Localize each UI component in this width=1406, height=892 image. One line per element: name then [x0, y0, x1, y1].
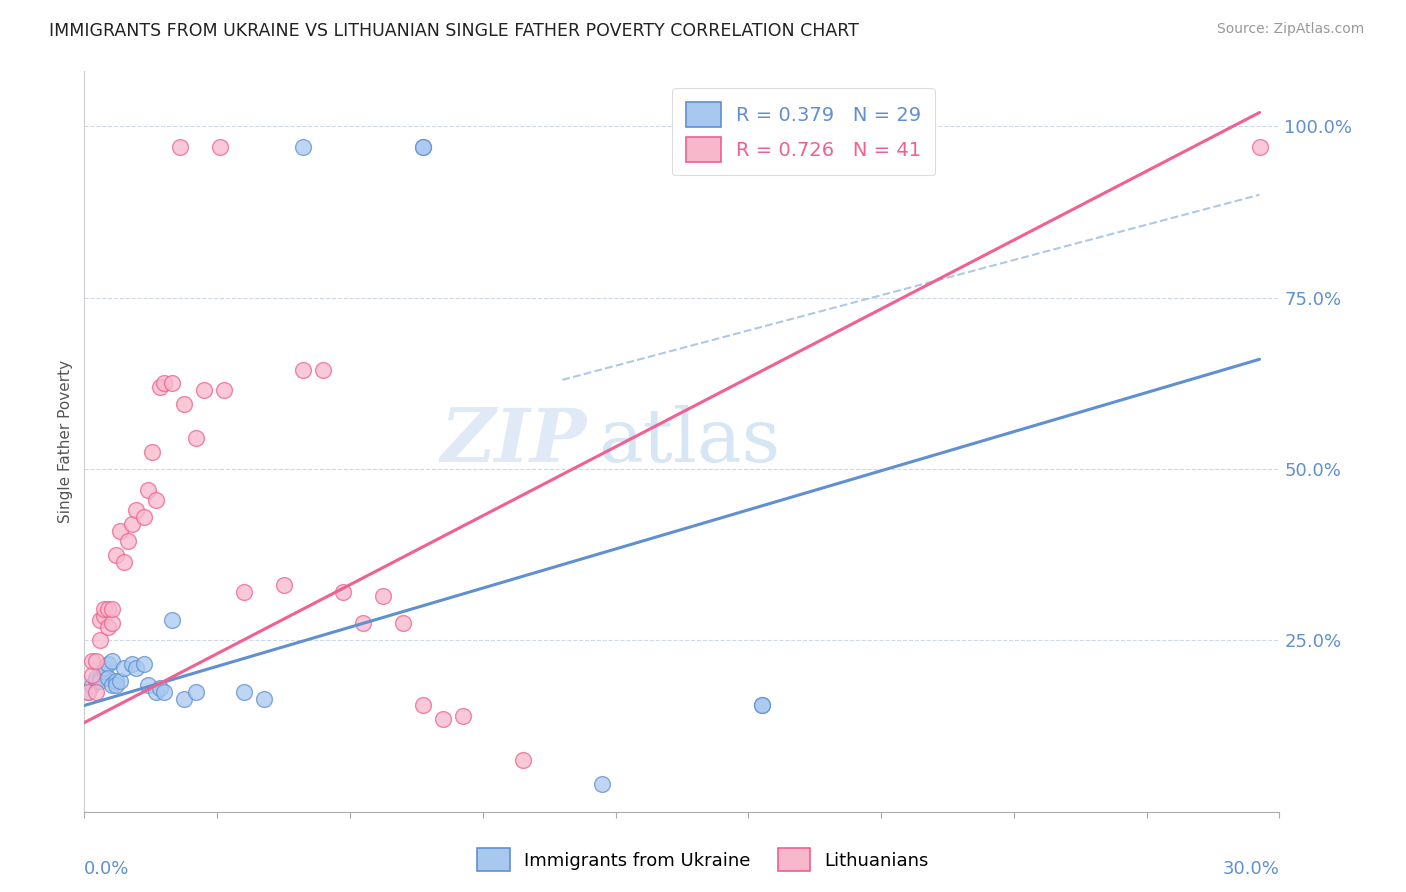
Point	[86, 671, 108, 685]
Point	[77, 685, 100, 699]
Point	[253, 691, 276, 706]
Point	[184, 431, 207, 445]
Point	[149, 380, 172, 394]
Point	[86, 685, 108, 699]
Point	[82, 654, 104, 668]
Point	[173, 691, 195, 706]
Point	[173, 397, 195, 411]
Point	[112, 554, 135, 568]
Point	[212, 383, 235, 397]
Point	[432, 712, 454, 726]
Point	[451, 708, 474, 723]
Point	[512, 753, 534, 767]
Point	[751, 698, 773, 713]
Text: IMMIGRANTS FROM UKRAINE VS LITHUANIAN SINGLE FATHER POVERTY CORRELATION CHART: IMMIGRANTS FROM UKRAINE VS LITHUANIAN SI…	[49, 22, 859, 40]
Point	[86, 674, 108, 689]
Point	[93, 602, 115, 616]
Point	[89, 674, 111, 689]
Point	[193, 383, 215, 397]
Point	[208, 140, 231, 154]
Point	[153, 376, 176, 391]
Point	[82, 678, 104, 692]
Point	[125, 503, 148, 517]
Point	[101, 654, 124, 668]
Point	[117, 533, 139, 548]
Point	[292, 140, 315, 154]
Point	[751, 698, 773, 713]
Point	[101, 678, 124, 692]
Point	[89, 633, 111, 648]
Point	[132, 510, 156, 524]
Legend: R = 0.379   N = 29, R = 0.726   N = 41: R = 0.379 N = 29, R = 0.726 N = 41	[672, 88, 935, 176]
Point	[110, 524, 132, 538]
Point	[169, 140, 191, 154]
Point	[153, 685, 176, 699]
Point	[392, 616, 415, 631]
Point	[101, 602, 124, 616]
Point	[105, 548, 128, 562]
Point	[125, 661, 148, 675]
Point	[145, 492, 167, 507]
Text: ZIP: ZIP	[440, 405, 586, 478]
Text: 0.0%: 0.0%	[84, 860, 129, 878]
Point	[292, 362, 315, 376]
Text: Source: ZipAtlas.com: Source: ZipAtlas.com	[1216, 22, 1364, 37]
Point	[121, 516, 143, 531]
Point	[184, 685, 207, 699]
Point	[332, 585, 354, 599]
Point	[105, 678, 128, 692]
Point	[93, 609, 115, 624]
Point	[82, 667, 104, 681]
Point	[93, 664, 115, 678]
Point	[273, 578, 295, 592]
Point	[136, 678, 159, 692]
Point	[97, 619, 120, 633]
Point	[77, 685, 100, 699]
Point	[149, 681, 172, 696]
Point	[110, 674, 132, 689]
Point	[121, 657, 143, 672]
Y-axis label: Single Father Poverty: Single Father Poverty	[58, 360, 73, 523]
Point	[93, 661, 115, 675]
Point	[591, 777, 613, 791]
Point	[101, 616, 124, 631]
Point	[97, 602, 120, 616]
Point	[145, 685, 167, 699]
Point	[412, 140, 434, 154]
Point	[352, 616, 374, 631]
Point	[89, 613, 111, 627]
Point	[1249, 140, 1271, 154]
Legend: Immigrants from Ukraine, Lithuanians: Immigrants from Ukraine, Lithuanians	[470, 841, 936, 879]
Point	[232, 685, 254, 699]
Point	[160, 613, 183, 627]
Point	[105, 674, 128, 689]
Point	[97, 657, 120, 672]
Point	[412, 140, 434, 154]
Text: atlas: atlas	[599, 405, 780, 478]
Point	[132, 657, 156, 672]
Point	[312, 362, 335, 376]
Point	[232, 585, 254, 599]
Point	[86, 654, 108, 668]
Point	[97, 671, 120, 685]
Point	[112, 661, 135, 675]
Point	[141, 445, 163, 459]
Point	[160, 376, 183, 391]
Point	[136, 483, 159, 497]
Point	[373, 589, 395, 603]
Point	[412, 698, 434, 713]
Text: 30.0%: 30.0%	[1223, 860, 1279, 878]
Point	[89, 671, 111, 685]
